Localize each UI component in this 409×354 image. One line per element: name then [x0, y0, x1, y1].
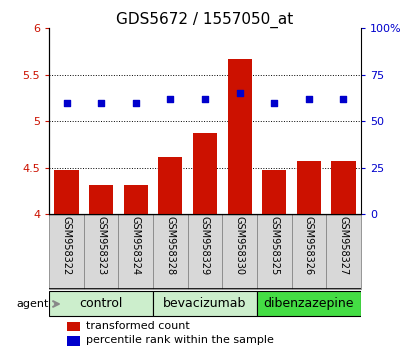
Point: [132, 100, 139, 105]
Bar: [187, 214, 222, 289]
Point: [305, 96, 311, 102]
Bar: [66, 322, 80, 331]
Text: GSM958328: GSM958328: [165, 216, 175, 275]
Bar: [118, 214, 153, 289]
Text: GSM958327: GSM958327: [338, 216, 348, 276]
Bar: [256, 291, 360, 316]
Text: GSM958329: GSM958329: [200, 216, 209, 275]
Text: dibenzazepine: dibenzazepine: [263, 297, 353, 310]
Bar: [49, 291, 153, 316]
Text: percentile rank within the sample: percentile rank within the sample: [85, 336, 273, 346]
Text: GSM958324: GSM958324: [130, 216, 140, 275]
Bar: [54, 171, 79, 214]
Bar: [192, 133, 217, 214]
Bar: [49, 214, 83, 289]
Point: [63, 100, 70, 105]
Bar: [296, 161, 320, 214]
Bar: [256, 214, 291, 289]
Bar: [291, 214, 326, 289]
Bar: [222, 214, 256, 289]
Bar: [158, 156, 182, 214]
Text: control: control: [79, 297, 123, 310]
Text: GSM958325: GSM958325: [269, 216, 279, 276]
Text: agent: agent: [17, 299, 49, 309]
Text: GSM958326: GSM958326: [303, 216, 313, 275]
Point: [339, 96, 346, 102]
Text: GSM958323: GSM958323: [96, 216, 106, 275]
Bar: [153, 214, 187, 289]
Bar: [227, 59, 251, 214]
Bar: [330, 161, 355, 214]
Point: [236, 91, 242, 96]
Bar: [89, 185, 113, 214]
Text: transformed count: transformed count: [85, 321, 189, 331]
Point: [98, 100, 104, 105]
Bar: [326, 214, 360, 289]
Point: [167, 96, 173, 102]
Point: [201, 96, 208, 102]
Bar: [83, 214, 118, 289]
Text: bevacizumab: bevacizumab: [163, 297, 246, 310]
Text: GSM958322: GSM958322: [61, 216, 71, 276]
Title: GDS5672 / 1557050_at: GDS5672 / 1557050_at: [116, 12, 293, 28]
Bar: [153, 291, 256, 316]
Point: [270, 100, 277, 105]
Text: GSM958330: GSM958330: [234, 216, 244, 275]
Bar: [66, 336, 80, 346]
Bar: [124, 185, 148, 214]
Bar: [261, 171, 285, 214]
